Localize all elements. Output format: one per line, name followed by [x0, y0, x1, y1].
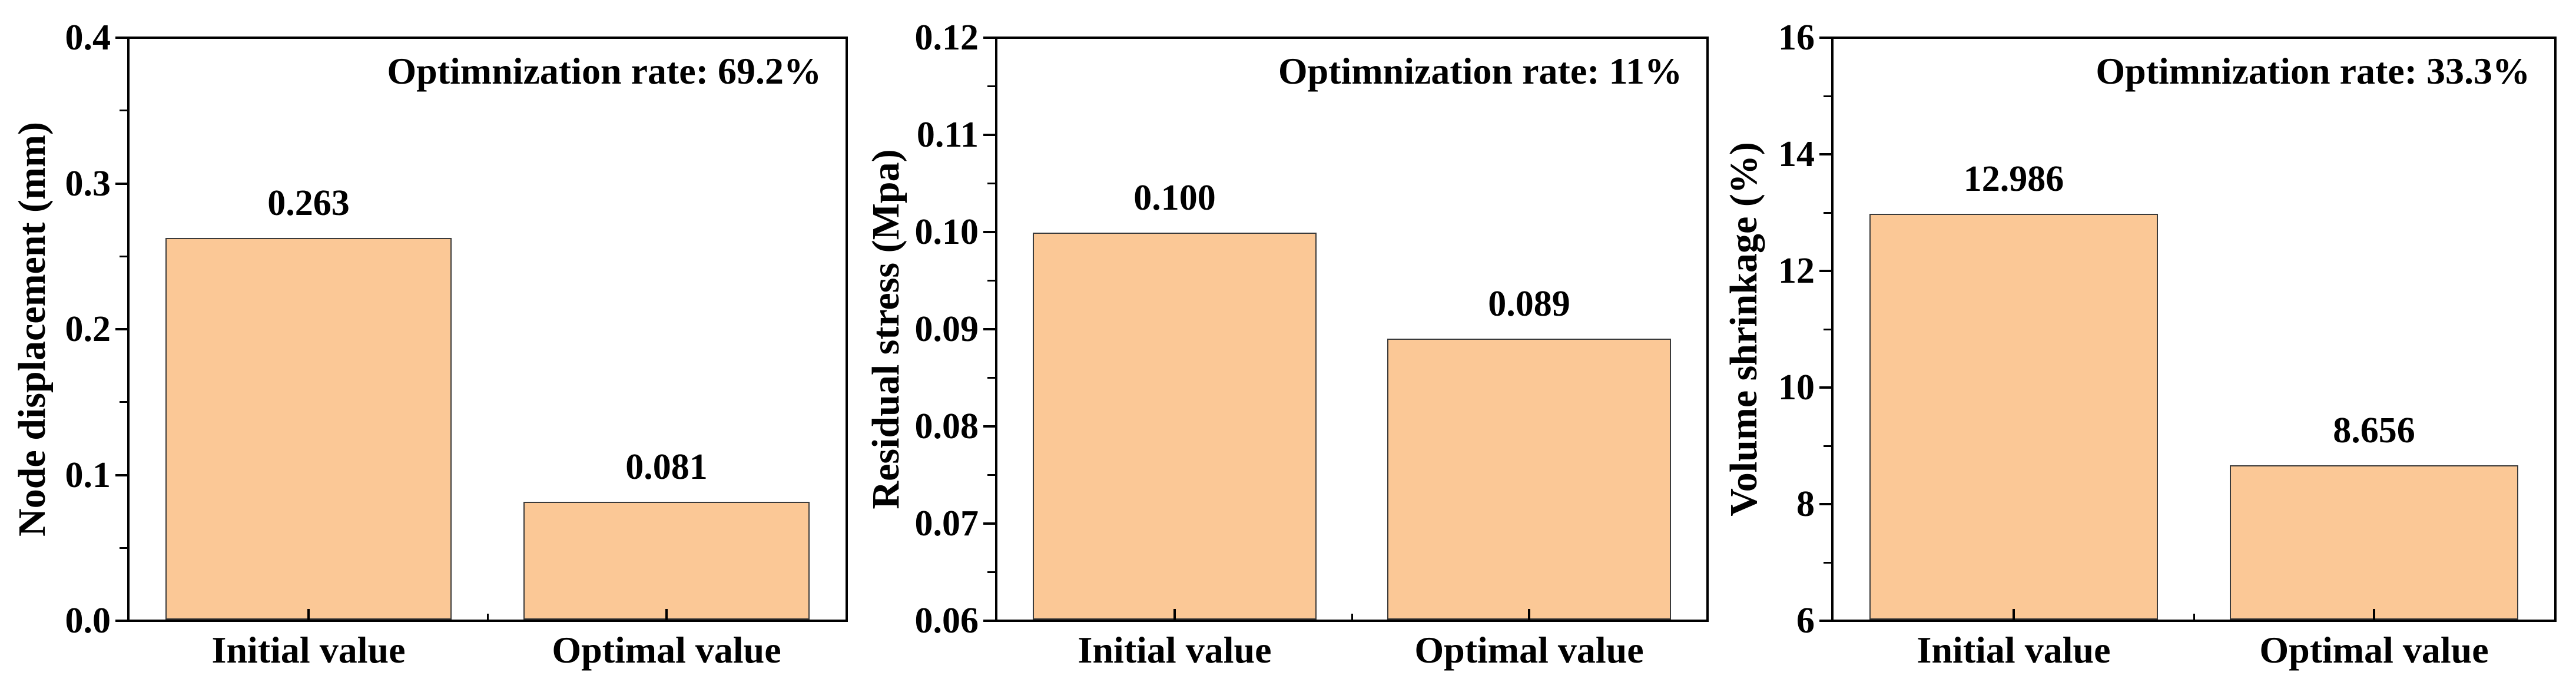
y-minor-tick: [120, 256, 127, 257]
y-major-tick: [983, 231, 995, 233]
y-tick-label: 0.11: [916, 115, 979, 155]
x-major-tick: [1173, 609, 1176, 620]
y-tick-label: 0.3: [65, 164, 111, 204]
y-tick-label: 0.06: [914, 601, 979, 641]
y-minor-tick: [987, 280, 995, 282]
bar-value-label: 8.656: [2333, 410, 2415, 451]
x-major-tick: [2373, 609, 2375, 620]
bar-value-label: 0.081: [625, 447, 708, 487]
y-tick-label: 0.0: [65, 601, 111, 641]
y-minor-tick: [1824, 562, 1831, 564]
y-major-tick: [983, 328, 995, 330]
bar-initial-value: [1869, 214, 2158, 620]
y-major-tick: [115, 328, 127, 330]
y-major-tick: [1819, 620, 1831, 622]
x-category-label: Optimal value: [1414, 629, 1644, 671]
y-minor-tick: [1824, 212, 1831, 214]
bar-value-label: 12.986: [1963, 159, 2064, 199]
x-category-label: Optimal value: [552, 629, 781, 671]
y-major-tick: [1819, 37, 1831, 39]
x-major-tick: [2013, 609, 2015, 620]
y-tick-label: 14: [1778, 134, 1815, 174]
y-major-tick: [983, 37, 995, 39]
y-tick-label: 0.12: [914, 18, 979, 58]
y-tick-label: 0.09: [914, 309, 979, 349]
x-major-tick: [665, 609, 668, 620]
y-tick-label: 10: [1778, 367, 1815, 408]
y-tick-label: 0.2: [65, 309, 111, 349]
y-major-tick: [1819, 386, 1831, 389]
optimization-rate-annotation: Optimnization rate: 69.2%: [387, 50, 821, 92]
bar-optimal-value: [523, 502, 810, 620]
y-tick-label: 0.07: [914, 504, 979, 544]
bar-optimal-value: [2230, 465, 2518, 620]
y-major-tick: [115, 183, 127, 185]
y-major-tick: [1819, 153, 1831, 155]
y-minor-tick: [1824, 95, 1831, 97]
x-category-label: Initial value: [211, 629, 406, 671]
y-minor-tick: [120, 401, 127, 403]
x-category-label: Optimal value: [2259, 629, 2489, 671]
y-tick-label: 12: [1778, 251, 1815, 291]
y-tick-label: 16: [1778, 18, 1815, 58]
y-minor-tick: [120, 110, 127, 111]
x-minor-tick: [2193, 614, 2195, 620]
y-major-tick: [115, 474, 127, 476]
x-category-label: Initial value: [1078, 629, 1272, 671]
x-minor-tick: [1351, 614, 1353, 620]
y-minor-tick: [987, 85, 995, 87]
y-major-tick: [1819, 270, 1831, 272]
bar-value-label: 0.100: [1133, 178, 1216, 218]
y-minor-tick: [1824, 445, 1831, 447]
y-minor-tick: [120, 547, 127, 549]
bar-value-label: 0.263: [267, 183, 350, 223]
y-tick-label: 0.08: [914, 406, 979, 446]
x-minor-tick: [487, 614, 489, 620]
y-minor-tick: [987, 377, 995, 379]
y-major-tick: [983, 134, 995, 136]
y-minor-tick: [987, 183, 995, 184]
y-axis-label: Volume shrinkage (%): [1722, 142, 1765, 516]
y-minor-tick: [1824, 329, 1831, 330]
y-minor-tick: [987, 474, 995, 476]
y-major-tick: [983, 425, 995, 428]
y-tick-label: 0.1: [65, 455, 111, 495]
optimization-rate-annotation: Optimnization rate: 33.3%: [2096, 50, 2530, 92]
y-minor-tick: [987, 571, 995, 573]
bar-initial-value: [1033, 233, 1317, 620]
y-tick-label: 0.4: [65, 18, 111, 58]
y-major-tick: [983, 522, 995, 525]
y-tick-label: 0.10: [914, 212, 979, 252]
bar-optimal-value: [1387, 339, 1671, 620]
y-major-tick: [1819, 503, 1831, 505]
y-major-tick: [983, 620, 995, 622]
x-major-tick: [1528, 609, 1530, 620]
bar-value-label: 0.089: [1488, 284, 1570, 324]
y-major-tick: [115, 37, 127, 39]
bar-initial-value: [165, 238, 452, 620]
y-tick-label: 6: [1796, 601, 1815, 641]
y-tick-label: 8: [1796, 484, 1815, 524]
x-category-label: Initial value: [1917, 629, 2111, 671]
optimization-rate-annotation: Optimnization rate: 11%: [1278, 50, 1682, 92]
y-major-tick: [115, 620, 127, 622]
x-major-tick: [307, 609, 310, 620]
